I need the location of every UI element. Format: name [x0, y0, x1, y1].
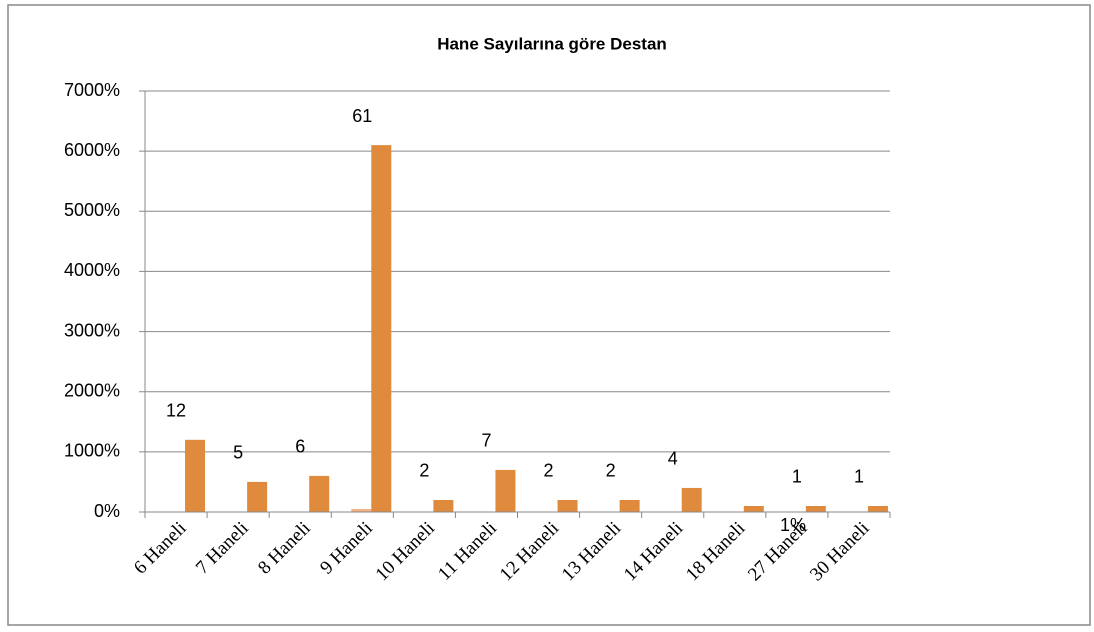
data-label: 12	[166, 401, 186, 421]
bar	[371, 145, 392, 512]
bar	[495, 469, 516, 512]
bar	[247, 481, 268, 512]
data-label: 1	[792, 467, 802, 487]
chart-title: Hane Sayılarına göre Destan	[437, 34, 667, 53]
y-tick-label: 4000%	[64, 260, 120, 280]
y-tick-label: 2000%	[64, 380, 120, 400]
y-tick-label: 1000%	[64, 441, 120, 461]
y-tick-label: 6000%	[64, 140, 120, 160]
bar	[185, 439, 206, 512]
data-label: 5	[233, 443, 243, 463]
annotation: 1%	[780, 515, 806, 535]
data-label: 2	[544, 461, 554, 481]
bar	[805, 505, 826, 512]
bar	[309, 475, 330, 512]
y-tick-label: 7000%	[64, 80, 120, 100]
y-tick-label: 5000%	[64, 200, 120, 220]
data-label: 6	[295, 437, 305, 457]
chart-frame	[7, 4, 1091, 626]
data-label: 1	[854, 467, 864, 487]
data-label: 2	[419, 461, 429, 481]
bar	[681, 487, 702, 512]
y-tick-label: 0%	[94, 501, 120, 521]
bar	[619, 499, 640, 512]
bar	[867, 505, 888, 512]
data-label: 2	[606, 461, 616, 481]
bar	[351, 508, 372, 512]
data-label: 7	[481, 431, 491, 451]
bar	[743, 505, 764, 512]
y-tick-label: 3000%	[64, 320, 120, 340]
bar	[433, 499, 454, 512]
bar	[557, 499, 578, 512]
data-label: 4	[668, 449, 678, 469]
data-label: 61	[352, 106, 372, 126]
